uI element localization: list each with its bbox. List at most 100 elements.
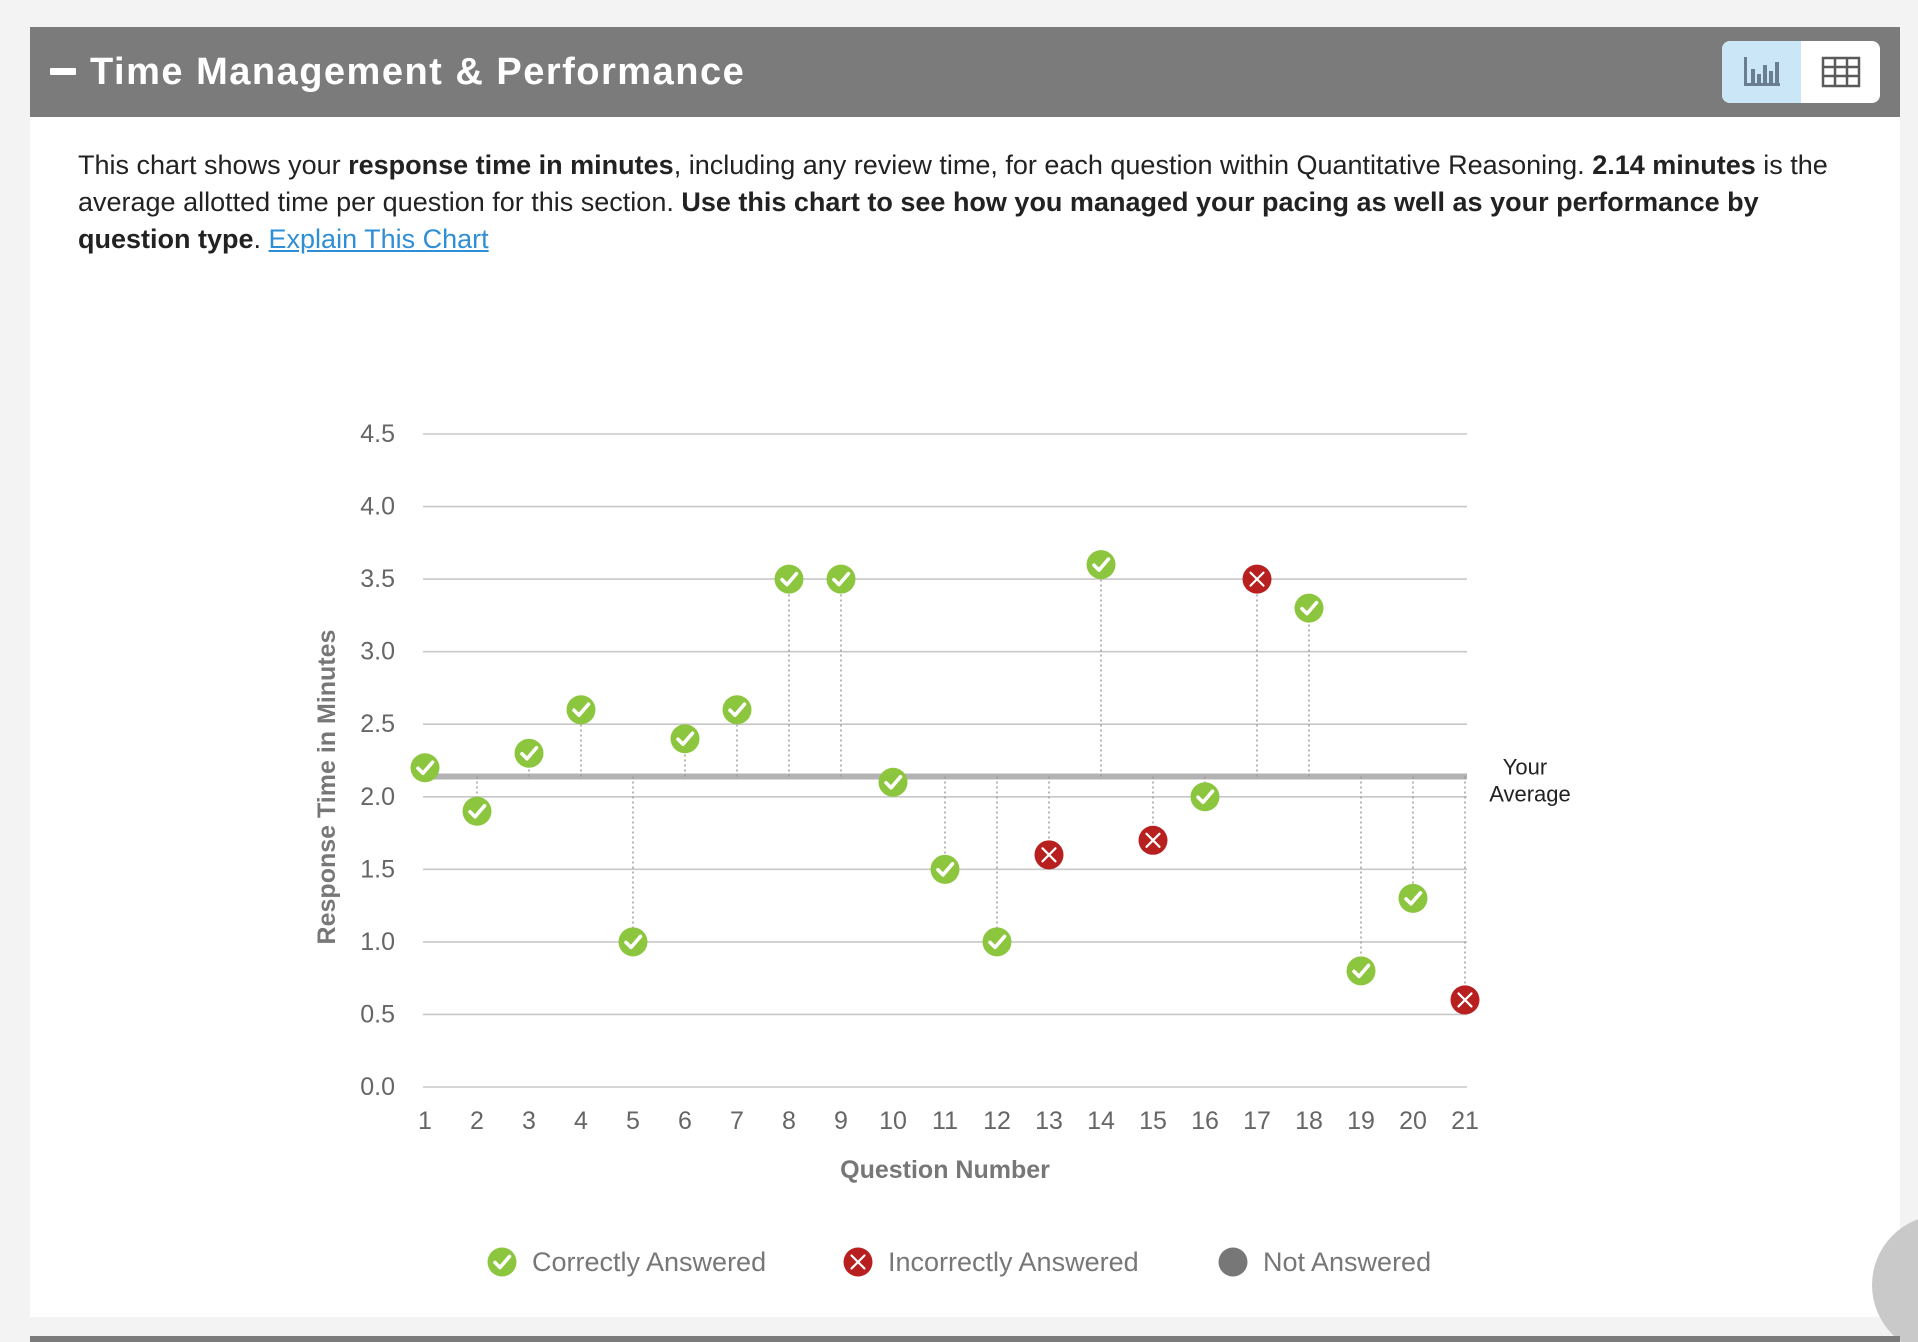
- data-point-q10[interactable]: [878, 767, 908, 797]
- check-icon: [936, 862, 955, 877]
- x-tick-label: 5: [626, 1107, 640, 1135]
- check-icon: [624, 934, 643, 950]
- check-icon: [572, 702, 591, 718]
- data-point-q4[interactable]: [566, 695, 596, 725]
- check-icon: [988, 934, 1007, 950]
- data-point-q1[interactable]: [410, 753, 440, 783]
- data-point-q20[interactable]: [1398, 883, 1428, 913]
- legend-label-incorrect: Incorrectly Answered: [888, 1247, 1139, 1277]
- desc-text-3: is the average allotted time per questio…: [78, 150, 1828, 217]
- marker-dot: [1190, 782, 1220, 812]
- data-point-q5[interactable]: [618, 927, 648, 957]
- desc-text-4: .: [253, 224, 269, 254]
- legend-marker-incorrect[interactable]: [843, 1247, 873, 1277]
- marker-dot: [982, 927, 1012, 957]
- check-icon: [832, 571, 851, 587]
- data-point-q14[interactable]: [1086, 550, 1116, 580]
- y-tick-label: 2.5: [360, 710, 395, 738]
- data-point-q15[interactable]: [1138, 825, 1168, 855]
- x-tick-label: 6: [678, 1107, 692, 1135]
- data-point-q11[interactable]: [930, 854, 960, 884]
- marker-dot: [878, 767, 908, 797]
- check-icon: [1300, 600, 1319, 616]
- check-icon: [1092, 557, 1111, 572]
- minus-icon[interactable]: [50, 68, 76, 75]
- x-tick-label: 12: [983, 1107, 1011, 1135]
- marker-dot: [1294, 593, 1324, 623]
- marker-dot: [514, 738, 544, 768]
- x-icon: [1145, 832, 1161, 848]
- marker-dot: [487, 1247, 517, 1277]
- x-icon: [1457, 992, 1473, 1008]
- legend-marker-not_answered[interactable]: [1218, 1247, 1248, 1277]
- data-point-q6[interactable]: [670, 724, 700, 754]
- x-tick-label: 3: [522, 1107, 536, 1135]
- data-point-q21[interactable]: [1450, 985, 1480, 1015]
- y-tick-label: 4.0: [360, 493, 395, 521]
- data-point-q17[interactable]: [1242, 564, 1272, 594]
- data-point-q19[interactable]: [1346, 956, 1376, 986]
- check-icon: [676, 731, 695, 747]
- marker-dot: [1086, 550, 1116, 580]
- view-toggle: [1722, 41, 1880, 103]
- explain-chart-link[interactable]: Explain This Chart: [268, 224, 489, 254]
- data-point-q16[interactable]: [1190, 782, 1220, 812]
- x-tick-label: 4: [574, 1107, 588, 1135]
- bar-chart-icon: [1743, 57, 1780, 86]
- y-axis-label: Response Time in Minutes: [313, 630, 341, 945]
- check-icon: [728, 702, 747, 718]
- check-icon: [884, 774, 903, 790]
- desc-text-1: This chart shows your: [78, 150, 349, 180]
- next-panel-header: [30, 1336, 1900, 1342]
- y-tick-label: 4.5: [360, 420, 395, 448]
- chart-view-button[interactable]: [1722, 41, 1801, 103]
- data-point-q12[interactable]: [982, 927, 1012, 957]
- x-tick-label: 17: [1243, 1107, 1271, 1135]
- x-tick-label: 16: [1191, 1107, 1219, 1135]
- x-tick-label: 8: [782, 1107, 796, 1135]
- average-label-line-1: Your: [1503, 754, 1547, 779]
- data-point-q3[interactable]: [514, 738, 544, 768]
- data-point-q8[interactable]: [774, 564, 804, 594]
- x-tick-label: 14: [1087, 1107, 1115, 1135]
- x-icon: [850, 1254, 866, 1270]
- x-axis-label: Question Number: [840, 1156, 1050, 1184]
- y-tick-label: 2.0: [360, 783, 395, 811]
- legend-marker-correct[interactable]: [487, 1247, 517, 1277]
- marker-dot: [618, 927, 648, 957]
- marker-dot: [462, 796, 492, 826]
- legend-label-not_answered: Not Answered: [1263, 1247, 1431, 1277]
- x-tick-label: 21: [1451, 1107, 1479, 1135]
- marker-dot: [826, 564, 856, 594]
- desc-text-2: , including any review time, for each qu…: [673, 150, 1593, 180]
- desc-bold-1: response time in minutes: [348, 150, 674, 180]
- data-point-q2[interactable]: [462, 796, 492, 826]
- check-icon: [1196, 789, 1215, 805]
- check-icon: [1352, 963, 1371, 979]
- data-point-q18[interactable]: [1294, 593, 1324, 623]
- average-label-line-2: Average: [1489, 781, 1571, 806]
- data-point-q9[interactable]: [826, 564, 856, 594]
- marker-dot: [566, 695, 596, 725]
- x-tick-label: 10: [879, 1107, 907, 1135]
- table-view-button[interactable]: [1801, 41, 1880, 103]
- data-point-q7[interactable]: [722, 695, 752, 725]
- x-tick-label: 2: [470, 1107, 484, 1135]
- x-tick-label: 9: [834, 1107, 848, 1135]
- check-icon: [493, 1254, 512, 1270]
- x-tick-label: 19: [1347, 1107, 1375, 1135]
- desc-bold-3: Use this chart to see how you managed yo…: [78, 187, 1759, 254]
- check-icon: [468, 803, 487, 819]
- x-icon: [1249, 571, 1265, 587]
- check-icon: [1404, 891, 1423, 906]
- y-tick-label: 1.5: [360, 855, 395, 883]
- data-point-q13[interactable]: [1034, 840, 1064, 870]
- y-tick-label: 1.0: [360, 928, 395, 956]
- legend-label-correct: Correctly Answered: [532, 1247, 766, 1277]
- y-tick-label: 3.0: [360, 638, 395, 666]
- x-tick-label: 13: [1035, 1107, 1063, 1135]
- check-icon: [520, 745, 539, 761]
- x-tick-label: 18: [1295, 1107, 1323, 1135]
- marker-dot: [930, 854, 960, 884]
